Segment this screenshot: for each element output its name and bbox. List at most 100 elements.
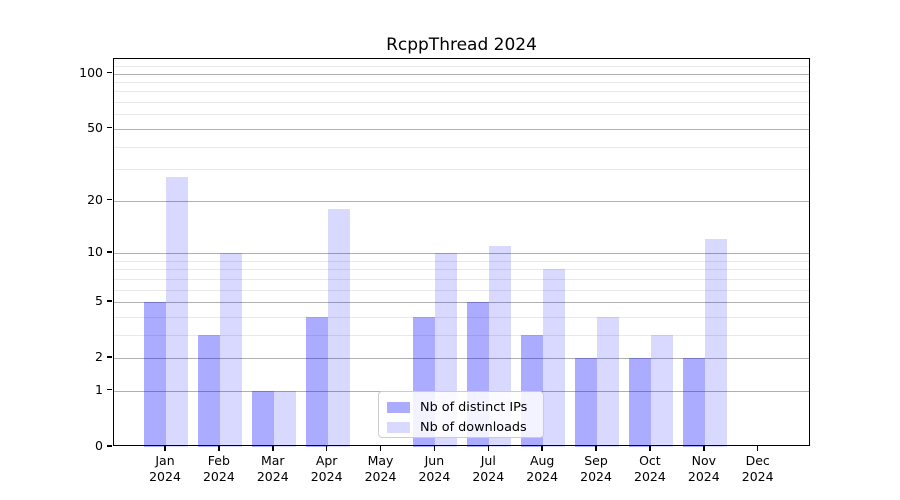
x-tick-label-apr: Apr 2024 [297,453,357,484]
minor-gridline [114,102,809,104]
major-gridline [114,128,809,130]
x-tick-year: 2024 [364,468,397,484]
y-tick-label: 1 [95,381,103,397]
minor-gridline [114,334,809,336]
x-tick-month: Jun [424,453,445,468]
x-tick-year: 2024 [149,468,181,484]
x-tick-label-aug: Aug 2024 [512,453,572,484]
y-tick-label: 10 [87,244,103,259]
x-tick-mark [487,446,490,451]
bar-ips-oct [628,358,651,447]
x-tick-mark [703,446,705,451]
minor-gridline [114,260,809,262]
x-tick-mark [541,446,543,451]
major-gridline [114,302,809,304]
x-tick-month: Jul [480,453,496,468]
x-tick-label-jan: Jan 2024 [135,453,195,484]
y-tick-mark [107,445,112,447]
y-tick-label: 20 [87,191,103,207]
legend-swatch-ips [387,401,410,413]
bar-ips-feb [197,334,220,447]
y-tick-mark [107,388,112,391]
bar-downloads-oct [650,334,673,447]
x-tick-label-nov: Nov 2024 [674,453,734,484]
x-tick-year: 2024 [687,468,720,484]
minor-gridline [114,146,809,148]
x-tick-month: Feb [207,453,230,468]
legend: Nb of distinct IPs Nb of downloads [378,391,544,438]
legend-label: Nb of distinct IPs [420,399,528,415]
bar-downloads-aug [543,269,566,447]
y-tick-mark [107,356,112,358]
bar-ips-jan [144,302,166,447]
y-tick-mark [107,300,112,302]
y-tick-label: 100 [79,64,103,80]
x-tick-year: 2024 [741,468,774,484]
minor-gridline [114,278,809,280]
x-tick-year: 2024 [634,468,666,484]
bar-ips-apr [305,316,328,447]
major-gridline [114,73,809,75]
legend-label: Nb of downloads [420,419,527,435]
minor-gridline [114,169,809,171]
y-tick-label: 50 [87,119,103,135]
x-tick-label-dec: Dec 2024 [728,453,788,484]
chart-title: RcppThread 2024 [386,35,537,55]
y-tick-label: 0 [95,438,103,453]
major-gridline [114,358,809,360]
bar-downloads-sep [597,316,620,447]
x-tick-mark [379,446,382,451]
x-tick-label-mar: Mar 2024 [243,453,303,484]
x-tick-mark [756,446,759,451]
minor-gridline [114,82,809,84]
x-tick-year: 2024 [202,468,235,484]
minor-gridline [114,269,809,271]
x-tick-month: Mar [260,453,285,468]
x-tick-month: Sep [584,453,608,468]
x-tick-mark [164,446,166,451]
x-tick-month: Aug [529,453,555,468]
x-tick-label-feb: Feb 2024 [189,453,249,484]
legend-entry: Nb of distinct IPs [387,398,535,416]
x-tick-mark [649,446,651,451]
x-tick-month: May [367,453,394,468]
y-tick-mark [107,198,112,201]
bar-downloads-feb [219,253,242,447]
bar-ips-nov [682,358,705,447]
y-tick-mark [107,71,112,74]
bar-downloads-mar [273,390,296,447]
x-tick-year: 2024 [310,468,343,484]
x-tick-year: 2024 [526,468,559,484]
x-tick-mark [433,446,436,451]
y-tick-label: 2 [95,349,103,365]
x-tick-month: Apr [315,453,338,468]
x-tick-mark [218,446,220,451]
x-tick-year: 2024 [472,468,505,484]
x-tick-mark [325,446,328,451]
bar-downloads-jan [166,177,188,447]
x-tick-month: Oct [639,453,661,468]
x-tick-label-may: May 2024 [351,453,411,484]
x-tick-mark [272,446,274,451]
x-tick-month: Nov [691,453,716,468]
plot-area [113,58,810,447]
legend-entry: Nb of downloads [387,418,535,436]
bar-downloads-apr [327,208,350,447]
bar-ips-sep [575,358,598,447]
legend-swatch-downloads [387,421,410,433]
x-tick-label-sep: Sep 2024 [566,453,626,484]
bar-ips-mar [251,390,274,447]
minor-gridline [114,316,809,318]
minor-gridline [114,114,809,116]
x-tick-year: 2024 [256,468,289,484]
x-tick-label-oct: Oct 2024 [620,453,680,484]
major-gridline [114,253,809,254]
x-tick-mark [595,446,597,451]
x-tick-label-jun: Jun 2024 [404,453,464,484]
bar-downloads-nov [704,239,727,447]
x-tick-year: 2024 [580,468,612,484]
minor-gridline [114,91,809,93]
minor-gridline [114,289,809,291]
x-tick-label-jul: Jul 2024 [458,453,518,484]
